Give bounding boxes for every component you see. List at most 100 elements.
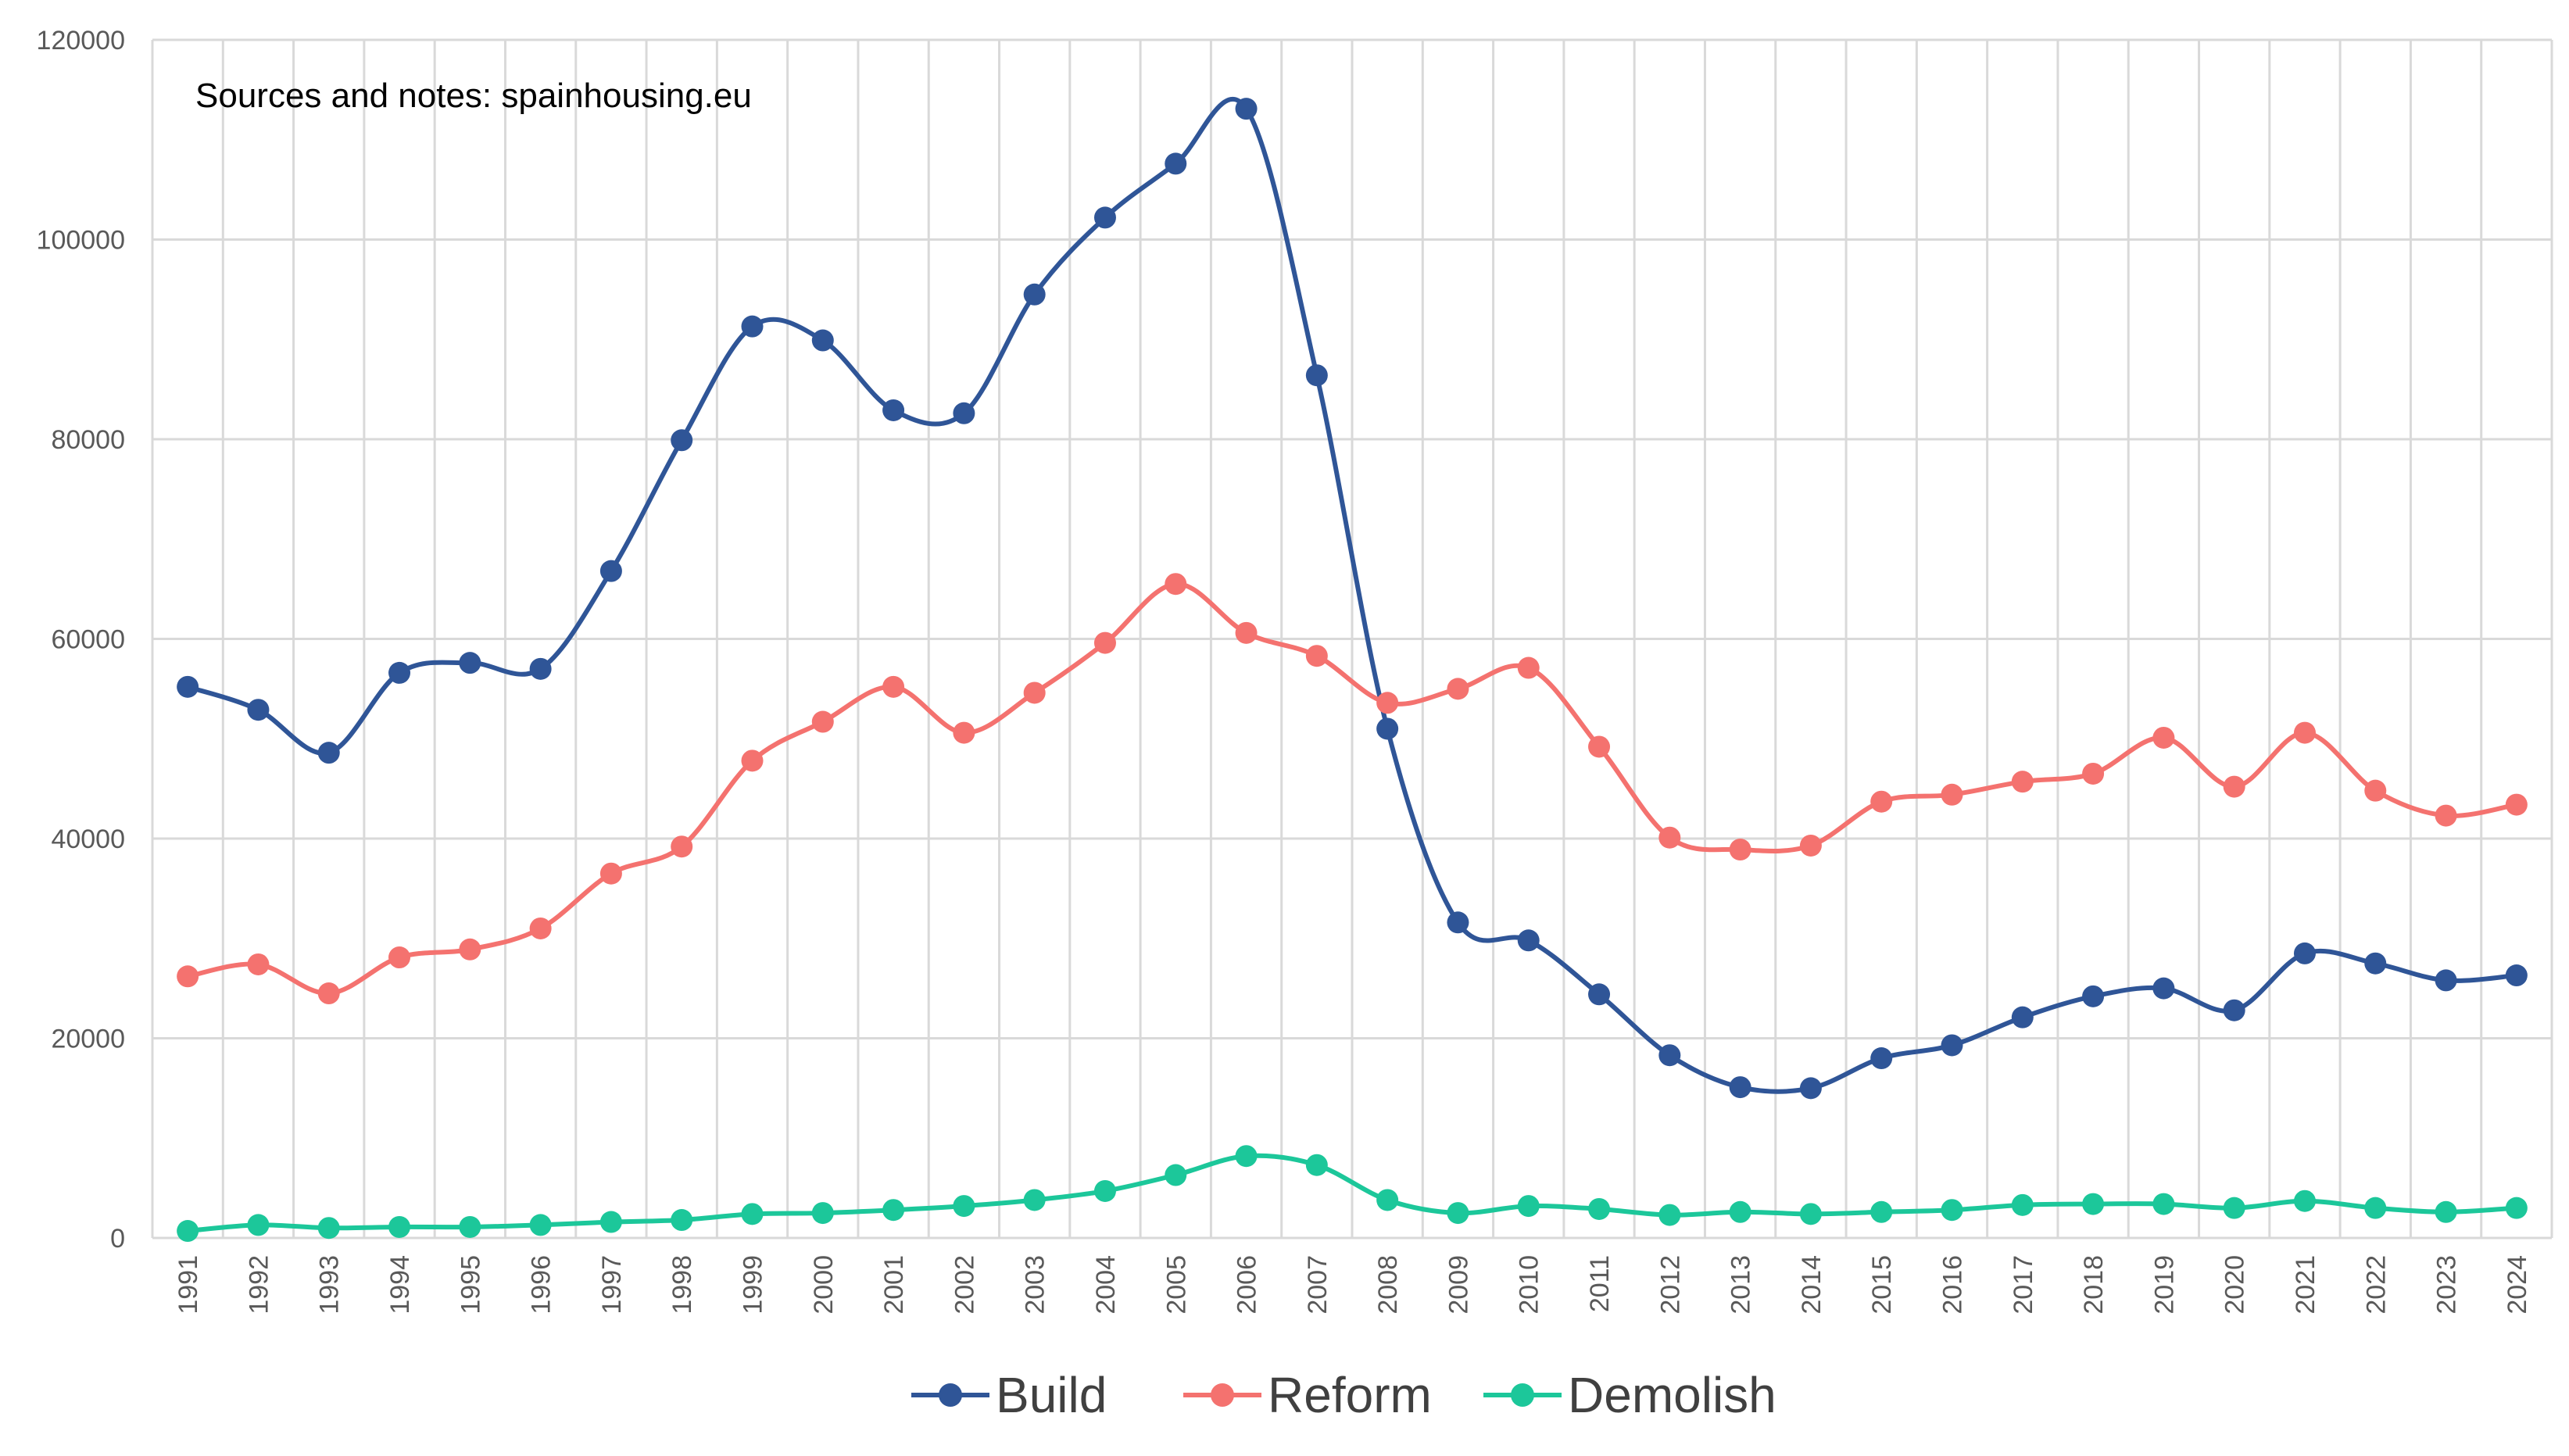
data-point-build [1658,1044,1681,1067]
data-point-reform [1517,656,1540,679]
data-point-reform [317,982,340,1005]
x-tick-label: 2017 [2009,1255,2038,1315]
x-tick-label: 1994 [385,1255,415,1315]
legend-label: Reform [1268,1367,1432,1423]
y-tick-label: 120000 [37,26,125,55]
legend-marker [939,1383,962,1407]
data-point-build [177,675,199,698]
data-point-build [388,661,411,684]
data-point-build [599,560,622,582]
data-point-demolish [2364,1197,2387,1219]
data-point-build [317,742,340,764]
data-point-demolish [1799,1203,1822,1225]
data-point-build [741,315,764,338]
data-point-build [953,402,975,424]
data-point-build [2293,942,2316,964]
data-point-demolish [2505,1197,2528,1219]
legend: Build Reform Demolish [911,1367,1776,1423]
data-point-build [2152,977,2175,1000]
data-point-build [1941,1034,1963,1057]
data-point-build [247,699,270,721]
x-tick-label: 2024 [2503,1255,2532,1315]
data-point-demolish [529,1214,552,1236]
data-point-build [1870,1047,1893,1070]
data-point-build [1023,283,1046,306]
legend-item-reform: Reform [1183,1367,1432,1423]
x-tick-label: 2016 [1938,1255,1968,1315]
data-point-build [2364,952,2387,975]
data-point-build [1729,1076,1751,1099]
data-point-build [2505,964,2528,987]
x-tick-label: 2004 [1091,1255,1121,1315]
x-tick-label: 2013 [1726,1255,1756,1315]
y-tick-label: 0 [110,1224,125,1254]
x-tick-label: 2000 [809,1255,839,1315]
data-point-reform [599,862,622,885]
data-point-demolish [1517,1195,1540,1218]
data-point-reform [1305,645,1328,667]
x-tick-label: 2002 [950,1255,979,1315]
x-tick-label: 1995 [456,1255,485,1315]
legend-label: Build [996,1367,1107,1423]
x-tick-label: 2009 [1444,1255,1473,1315]
x-tick-label: 2012 [1655,1255,1685,1315]
data-point-build [811,329,834,352]
data-point-reform [388,946,411,969]
data-point-reform [1093,631,1116,654]
data-point-reform [882,675,905,698]
data-point-reform [1447,678,1469,700]
data-point-reform [953,721,975,744]
x-tick-label: 1993 [315,1255,345,1315]
data-point-build [1588,983,1611,1006]
data-point-demolish [459,1215,481,1238]
data-point-reform [1588,735,1611,758]
legend-label: Demolish [1568,1367,1776,1423]
gridlines [151,38,2553,1240]
data-point-demolish [1447,1202,1469,1225]
data-point-demolish [1165,1164,1187,1186]
y-tick-label: 20000 [51,1025,125,1054]
data-point-demolish [2293,1189,2316,1212]
x-tick-label: 2010 [1515,1255,1544,1315]
data-point-build [1376,717,1399,740]
data-point-reform [671,835,693,858]
data-point-reform [247,953,270,975]
x-tick-label: 1998 [667,1255,697,1315]
data-point-demolish [671,1209,693,1232]
series-line-reform [185,581,2519,996]
data-point-demolish [953,1195,975,1218]
data-point-reform [529,917,552,939]
data-point-reform [2152,726,2175,749]
data-point-build [1799,1077,1822,1100]
data-point-build [2011,1006,2034,1029]
data-point-demolish [2152,1193,2175,1215]
data-point-demolish [1658,1204,1681,1226]
legend-marker [1511,1383,1534,1407]
data-point-reform [811,710,834,733]
data-point-build [1235,98,1258,120]
data-point-demolish [741,1203,764,1225]
x-tick-label: 2005 [1161,1255,1191,1315]
data-point-demolish [2082,1193,2105,1215]
data-point-reform [1870,790,1893,813]
data-point-build [2223,999,2245,1021]
data-point-reform [1376,692,1399,714]
data-point-demolish [2011,1193,2034,1216]
data-point-build [2435,969,2457,992]
data-point-reform [2082,762,2105,785]
data-point-demolish [1729,1200,1751,1223]
data-point-demolish [811,1202,834,1225]
series-line-demolish [185,1153,2519,1234]
series-reform [177,573,2528,1005]
data-point-build [882,399,905,421]
data-point-reform [741,749,764,772]
data-point-reform [459,938,481,961]
data-point-build [671,429,693,452]
x-tick-label: 2003 [1021,1255,1050,1315]
x-tick-label: 1999 [739,1255,768,1315]
data-point-build [1517,929,1540,952]
data-point-demolish [1941,1199,1963,1222]
x-tick-label: 2018 [2079,1255,2109,1315]
data-point-build [529,657,552,680]
